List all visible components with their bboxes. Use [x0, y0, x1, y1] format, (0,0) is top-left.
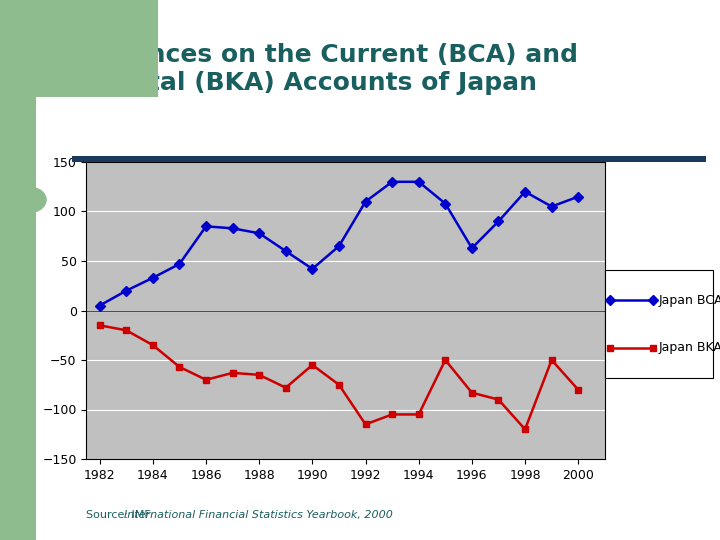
Text: International Financial Statistics Yearbook, 2000: International Financial Statistics Yearb… [124, 510, 392, 521]
Text: Japan BCA: Japan BCA [659, 294, 720, 307]
FancyBboxPatch shape [605, 270, 713, 378]
Text: Balances on the Current (BCA) and
Capital (BKA) Accounts of Japan: Balances on the Current (BCA) and Capita… [86, 43, 578, 95]
Text: Source: IMF: Source: IMF [86, 510, 155, 521]
Text: Japan BKA: Japan BKA [659, 341, 720, 354]
